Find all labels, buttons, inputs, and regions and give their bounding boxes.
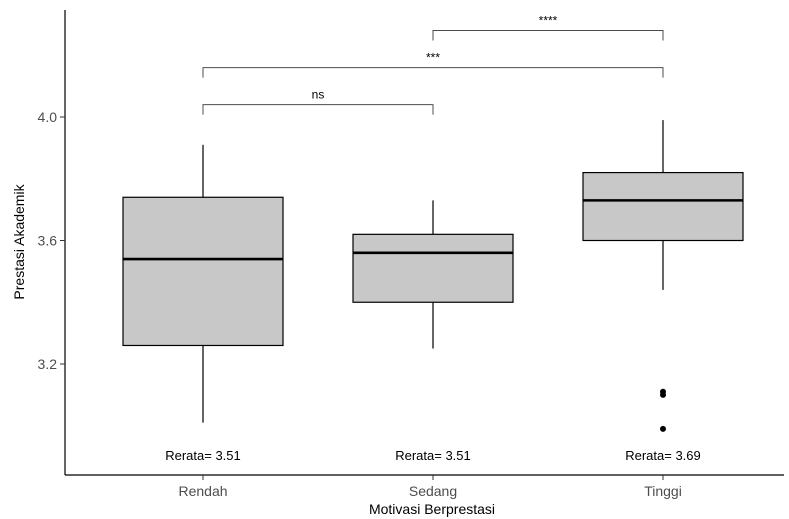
bracket-line <box>202 67 664 78</box>
box-iqr <box>122 196 284 347</box>
box-group-sedang <box>352 200 514 349</box>
y-tick-label: 3.6 <box>38 233 58 249</box>
outlier-point <box>660 425 666 432</box>
y-axis-title: Prestasi Akademik <box>11 183 27 299</box>
y-tick-label: 3.2 <box>38 356 58 372</box>
comparison-bracket: **** <box>432 14 664 41</box>
box-group-tinggi <box>582 120 744 432</box>
significance-label: **** <box>539 14 558 28</box>
x-tick-label: Sedang <box>409 483 457 499</box>
boxplot-boxes <box>122 120 744 432</box>
x-axis-ticks: Rendah Sedang Tinggi <box>178 475 682 499</box>
comparison-bracket: ns <box>202 88 434 115</box>
significance-label: *** <box>426 51 440 65</box>
y-tick-label: 4.0 <box>38 109 58 125</box>
bracket-line <box>432 30 664 41</box>
x-tick-label: Tinggi <box>644 483 682 499</box>
comparison-bracket: *** <box>202 51 664 78</box>
box-iqr <box>582 171 744 242</box>
y-axis-ticks: 3.2 3.6 4.0 <box>38 109 65 372</box>
x-tick-label: Rendah <box>178 483 227 499</box>
mean-label: Rerata= 3.51 <box>395 448 471 463</box>
x-axis-title: Motivasi Berprestasi <box>369 501 495 517</box>
mean-labels: Rerata= 3.51 Rerata= 3.51 Rerata= 3.69 <box>165 448 701 463</box>
significance-label: ns <box>312 88 325 102</box>
comparison-brackets: ns******* <box>202 14 664 115</box>
box-iqr <box>352 233 514 303</box>
bracket-line <box>202 104 434 115</box>
box-group-rendah <box>122 144 284 423</box>
mean-label: Rerata= 3.69 <box>625 448 701 463</box>
outlier-point <box>660 391 666 398</box>
mean-label: Rerata= 3.51 <box>165 448 241 463</box>
